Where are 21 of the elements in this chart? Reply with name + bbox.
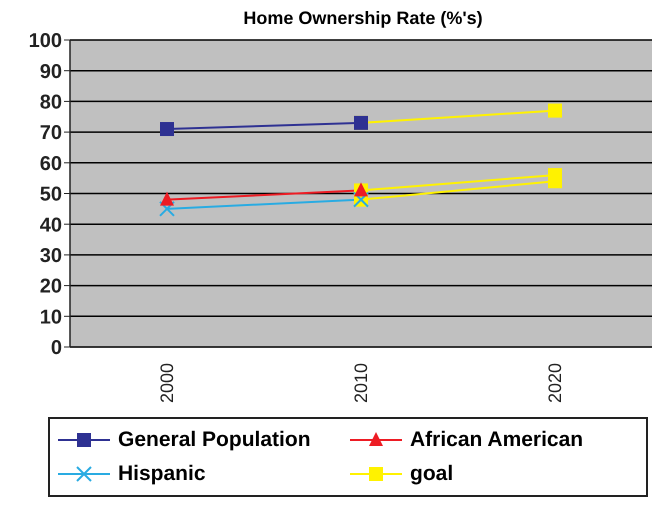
chart-title: Home Ownership Rate (%'s) <box>242 8 484 30</box>
y-tick-label: 10 <box>40 306 62 328</box>
y-tick-label: 90 <box>40 60 62 83</box>
y-tick-label: 20 <box>40 276 62 298</box>
y-tick-label: 100 <box>28 30 62 52</box>
point <box>160 122 174 136</box>
y-tick-label: 50 <box>40 184 62 206</box>
legend-label: General Population <box>118 428 311 452</box>
legend-label: Hispanic <box>118 462 206 486</box>
y-tick-label: 60 <box>40 152 62 175</box>
y-tick-label: 30 <box>40 245 62 267</box>
y-tick-label: 40 <box>40 214 62 236</box>
y-tick-label: 70 <box>40 122 62 144</box>
x-tick-label: 2010 <box>351 363 371 404</box>
y-tick-label: 80 <box>40 92 62 114</box>
legend-label: goal <box>410 462 454 486</box>
legend-label: African American <box>410 428 584 452</box>
x-tick-label: 2020 <box>545 363 565 404</box>
y-tick-label: 0 <box>50 337 62 360</box>
x-tick-label: 2000 <box>157 363 177 404</box>
point <box>548 104 562 118</box>
